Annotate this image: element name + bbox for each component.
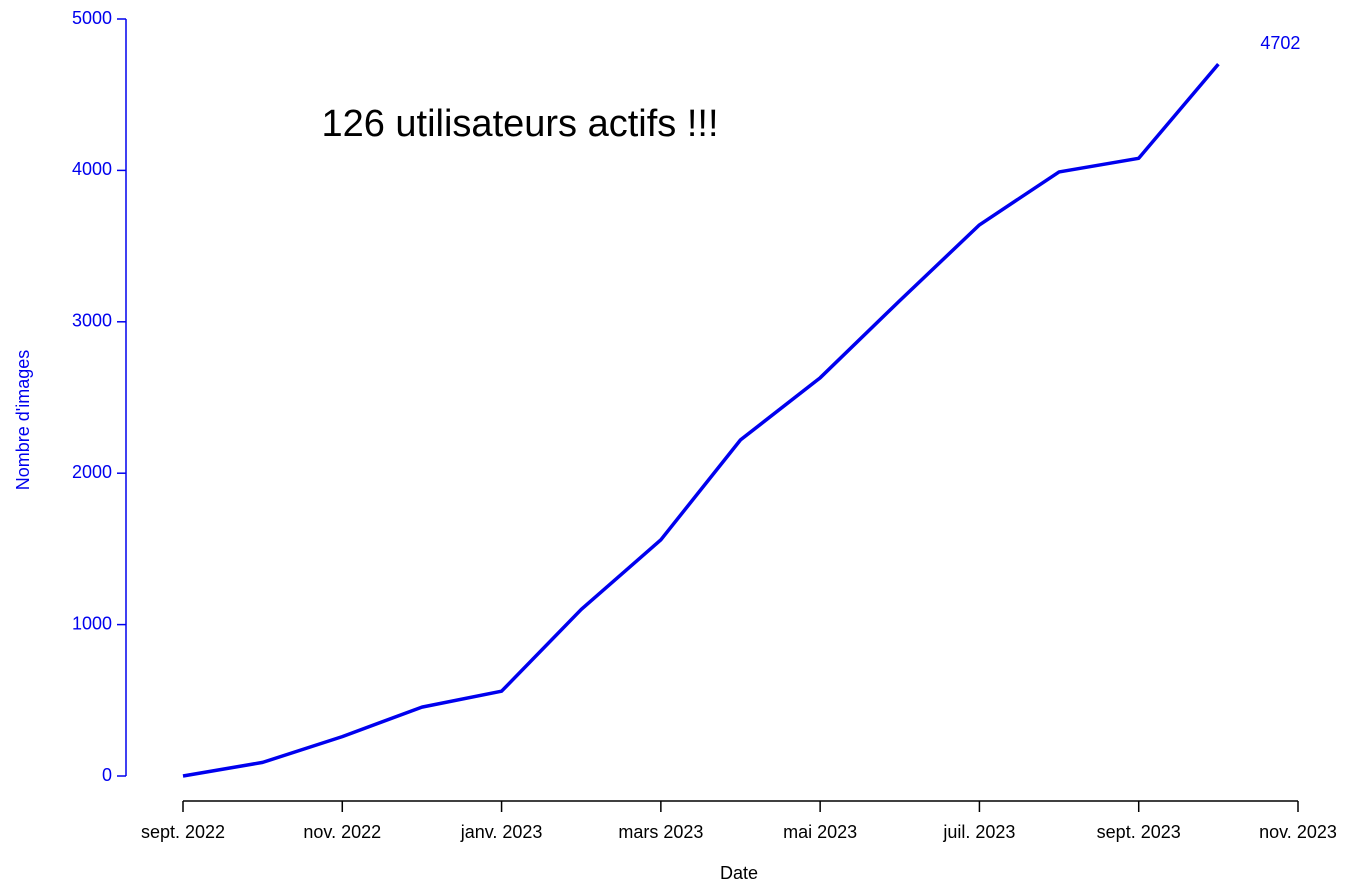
x-tick-label: nov. 2023 (1259, 822, 1337, 842)
x-tick-label: sept. 2022 (141, 822, 225, 842)
annotation: 126 utilisateurs actifs !!! (321, 103, 718, 145)
x-tick-label: nov. 2022 (303, 822, 381, 842)
y-tick-label: 1000 (72, 613, 112, 633)
y-tick-label: 4000 (72, 159, 112, 179)
x-tick-label: mars 2023 (618, 822, 703, 842)
y-tick-label: 5000 (72, 8, 112, 28)
x-tick-label: janv. 2023 (460, 822, 543, 842)
end-value-label: 4702 (1260, 33, 1300, 53)
y-tick-label: 0 (102, 765, 112, 785)
y-tick-label: 3000 (72, 311, 112, 331)
data-line (182, 62, 1220, 778)
y-axis-label: Nombre d'images (13, 350, 33, 491)
x-tick-label: sept. 2023 (1097, 822, 1181, 842)
x-tick-label: mai 2023 (783, 822, 857, 842)
x-tick-label: juil. 2023 (942, 822, 1015, 842)
x-axis-label: Date (720, 863, 758, 883)
y-tick-label: 2000 (72, 462, 112, 482)
